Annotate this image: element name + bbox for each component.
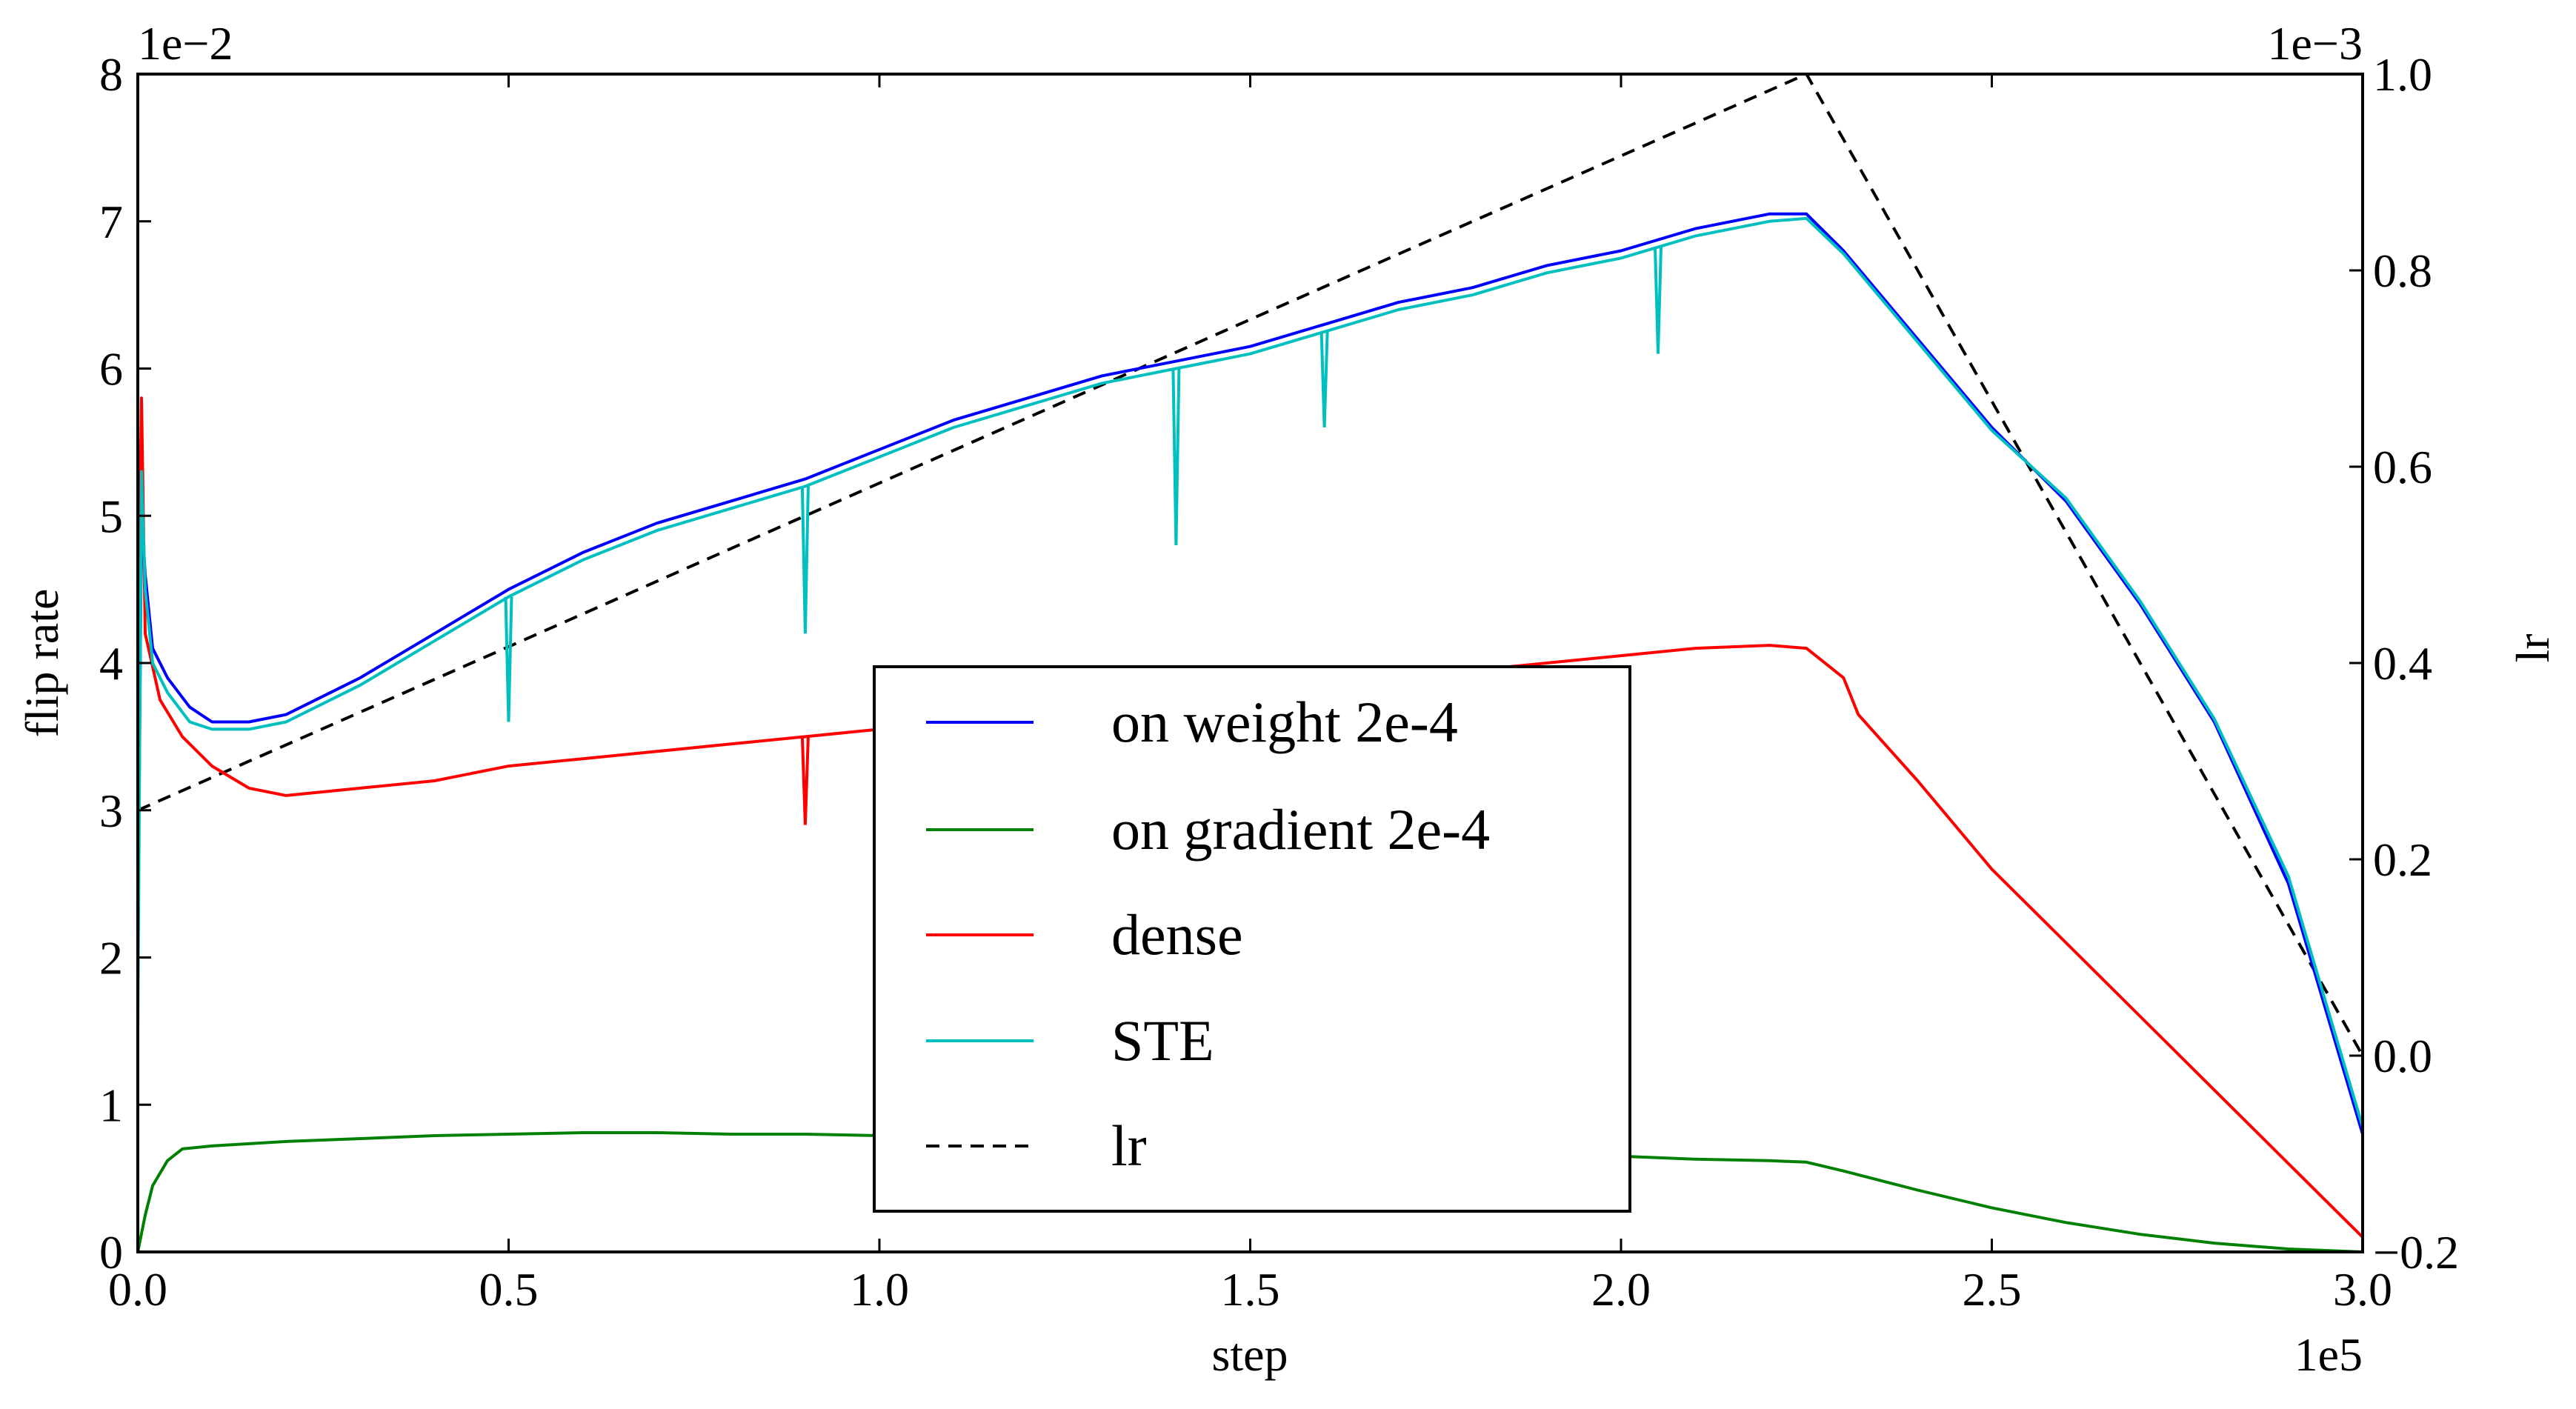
x-tick-label: 1.0 <box>850 1263 909 1316</box>
legend-label-dense: dense <box>1111 902 1243 967</box>
x-tick-label: 0.0 <box>108 1263 167 1316</box>
y-left-axis-label: flip rate <box>16 589 68 738</box>
series-spike-ste-1 <box>800 486 810 634</box>
legend-box <box>873 665 1631 1213</box>
series-line-on-weight-2e-4 <box>136 212 2364 1135</box>
legend-label-ste: STE <box>1111 1008 1214 1073</box>
y-right-tick-label: 0.2 <box>2373 833 2432 886</box>
legend-label-on-gradient: on gradient 2e-4 <box>1111 797 1490 862</box>
y-left-tick-label: 3 <box>99 785 123 837</box>
x-tick-label: 3.0 <box>2333 1263 2392 1316</box>
x-axis-label: step <box>1211 1328 1288 1381</box>
legend-label-on-weight: on weight 2e-4 <box>1111 690 1458 754</box>
y-right-tick-label: 0.8 <box>2373 244 2432 297</box>
y-left-tick-label: 4 <box>99 637 123 690</box>
y-left-exponent-label: 1e−2 <box>138 17 233 70</box>
y-right-tick-label: 0.6 <box>2373 441 2432 493</box>
y-right-tick-label: 0.0 <box>2373 1030 2432 1082</box>
y-right-tick-label: −0.2 <box>2373 1226 2459 1279</box>
x-tick-label: 2.0 <box>1591 1263 1651 1316</box>
y-right-exponent-label: 1e−3 <box>2268 17 2363 70</box>
series-spike-dense-2 <box>800 736 810 825</box>
y-left-tick-label: 6 <box>99 343 123 396</box>
y-right-tick-label: 1.0 <box>2373 48 2432 101</box>
y-right-axis-label: lr <box>2506 633 2559 662</box>
x-tick-label: 2.5 <box>1963 1263 2022 1316</box>
series-spike-ste-3 <box>1171 368 1181 546</box>
series-spike-ste-4 <box>1319 331 1329 428</box>
ticks-layer: 0.0 0.5 1.0 1.5 2.0 2.5 3.0 0 1 2 3 4 5 6 7 8 −0.2 0.0 0.2… <box>99 48 2459 1316</box>
y-left-tick-label: 2 <box>99 932 123 985</box>
legend: on weight 2e-4 on gradient 2e-4 dense ST… <box>873 665 1631 1213</box>
x-tick-label: 1.5 <box>1221 1263 1280 1316</box>
y-right-tick-label: 0.4 <box>2373 637 2432 690</box>
y-left-tick-label: 1 <box>99 1079 123 1131</box>
x-exponent-label: 1e5 <box>2294 1328 2363 1381</box>
y-left-tick-label: 8 <box>99 48 123 101</box>
y-left-tick-label: 5 <box>99 490 123 542</box>
series-line-ste <box>136 216 2364 1127</box>
x-tick-label: 0.5 <box>479 1263 539 1316</box>
legend-label-lr: lr <box>1111 1113 1147 1178</box>
y-left-tick-label: 7 <box>99 196 123 248</box>
y-left-tick-label: 0 <box>99 1226 123 1279</box>
series-spike-ste-0 <box>504 596 513 722</box>
plot-frame <box>136 73 2364 1253</box>
series-spike-ste-5 <box>1654 247 1663 354</box>
